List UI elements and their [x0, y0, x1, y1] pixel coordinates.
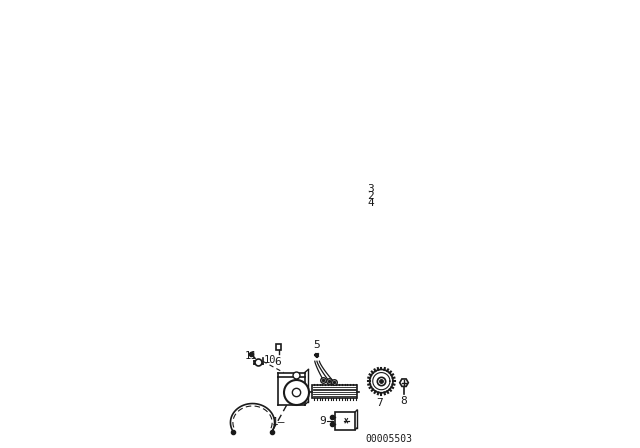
Text: 2: 2: [367, 191, 374, 202]
Text: 4: 4: [367, 198, 374, 208]
Text: 10: 10: [264, 355, 276, 365]
Text: 8: 8: [401, 396, 408, 406]
Text: 9: 9: [319, 416, 326, 426]
Text: 1—: 1—: [271, 417, 285, 427]
Text: 7: 7: [376, 398, 383, 408]
Text: 00005503: 00005503: [365, 434, 412, 444]
Text: 5: 5: [314, 340, 320, 349]
Bar: [312, 385, 357, 398]
Bar: [335, 412, 355, 430]
Text: 11: 11: [244, 351, 257, 362]
Text: 6: 6: [275, 357, 282, 366]
Bar: [276, 345, 281, 350]
Text: 3: 3: [367, 184, 374, 194]
